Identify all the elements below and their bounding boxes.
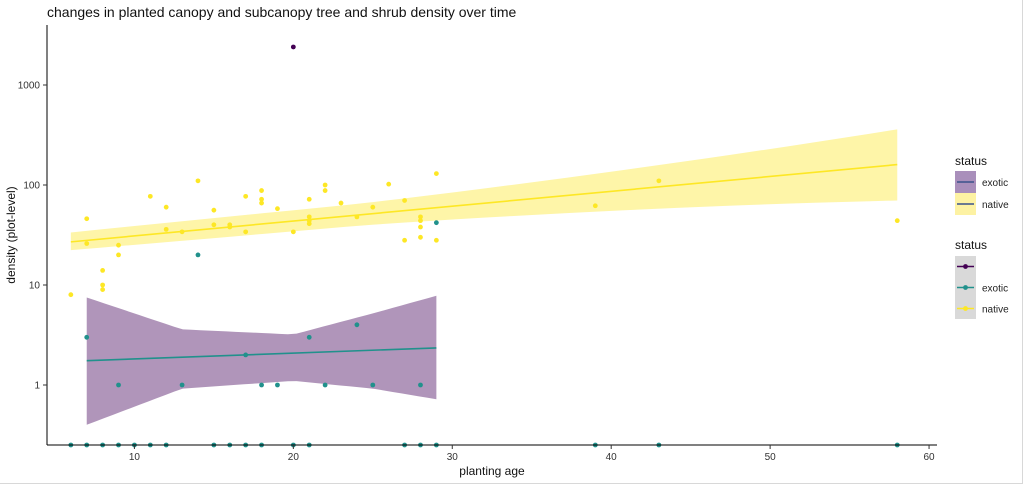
legend-label: exotic [982,284,1008,295]
point-exotic [322,382,328,388]
point-native [147,193,153,199]
point-native [433,237,439,243]
point-exotic [259,382,264,388]
trend-lines [70,163,898,362]
point-native [592,203,598,209]
point-native [68,292,74,298]
chart-title: changes in planted canopy and subcanopy … [47,4,517,20]
point-native [433,171,439,177]
point-native [338,200,344,206]
point-native [100,267,106,273]
axes: 10 20 30 40 50 60 1 10 100 1000 planting age densit… [4,25,937,478]
x-axis-title: planting age [459,464,525,478]
point-native [418,218,423,224]
confidence-ribbons [70,129,898,425]
y-axis-title: density (plot-level) [4,186,18,283]
legend-key-point [963,285,968,290]
point-native [243,229,249,235]
point-native [894,218,900,224]
point-native [306,214,312,220]
point-native [370,204,376,210]
point-native [211,222,217,228]
y-tick-label: 10 [29,281,41,292]
point-native [84,216,90,222]
point-exotic [179,382,185,388]
point-exotic [195,252,201,258]
legend-key-point [963,306,968,311]
point-native [100,287,106,292]
point-exotic [243,352,249,358]
point-native [290,229,296,235]
ci-ribbon-native [70,129,898,251]
point-native [259,200,264,206]
x-tick-label: 40 [606,452,618,463]
ci-ribbon-exotic [86,295,437,425]
point-native [259,196,264,202]
legend-title: status [955,238,987,252]
trend-line-exotic [86,347,437,362]
x-tick-label: 50 [765,452,777,463]
point-native [418,224,423,230]
legend-label-native: native [982,200,1009,211]
y-tick-label: 1000 [18,81,41,92]
point-native [418,234,423,240]
legend-key-point [963,264,968,269]
point-native [322,188,328,193]
point-native [179,229,185,235]
point-native [163,226,169,232]
point-native [306,196,312,202]
legend-label-exotic: exotic [982,178,1008,189]
point-exotic [116,382,121,388]
y-tick-label: 1 [34,381,40,392]
point-native [306,218,312,224]
point-native [275,206,280,212]
point-exotic [275,382,280,388]
point-native [100,282,106,288]
point-native [227,222,233,228]
point-exotic [418,382,423,388]
point-native [116,252,121,258]
point-native [243,193,249,199]
point-native [195,178,201,184]
point-exotic [370,382,376,388]
point-native [211,207,217,213]
point-exotic [354,322,360,328]
point-exotic [433,220,439,226]
point-native [116,242,121,248]
x-tick-label: 30 [447,452,459,463]
point-exotic [84,334,90,340]
point-native [402,198,407,203]
point-exotic [306,334,312,340]
legend-label: native [982,305,1009,316]
point-native [259,188,264,193]
y-tick-label: 100 [23,181,40,192]
legend-title: status [955,154,987,168]
x-tick-label: 10 [129,452,141,463]
point-native [354,214,360,220]
point-native [402,237,407,243]
trend-line-native [70,163,898,243]
point-native [84,241,90,246]
point-unlabeled [290,44,296,50]
x-tick-label: 20 [288,452,300,463]
point-native [386,181,392,187]
point-native [418,214,423,220]
x-tick-label: 60 [923,452,935,463]
point-native [656,178,662,184]
legend: status exotic native status exotic native [955,154,1009,319]
point-native [322,182,328,188]
point-native [163,204,169,210]
